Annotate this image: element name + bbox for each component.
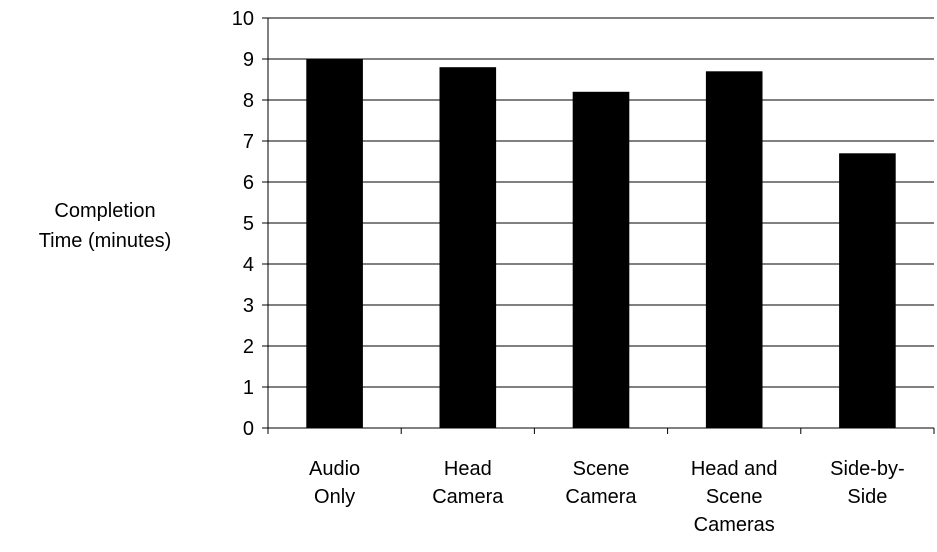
y-tick-label: 0: [243, 418, 254, 440]
y-tick-label: 10: [232, 8, 254, 30]
y-tick-label: 7: [243, 131, 254, 153]
bar: [839, 153, 896, 429]
bar: [572, 91, 630, 429]
y-tick-labels: 0 1 2 3 4 5 6 7 8 9 10: [232, 8, 254, 440]
x-tick-labels: Audio Only Head Camera Scene Camera Head and Sc…: [309, 458, 905, 536]
bars: [306, 59, 896, 429]
y-tick-label: 5: [243, 213, 254, 235]
y-tick-label: 4: [243, 254, 254, 276]
x-tick-label: Side-by-Side: [830, 458, 904, 508]
x-tick-label: Head and Scene Cameras: [691, 458, 778, 536]
y-tick-label: 1: [243, 377, 254, 399]
bar: [439, 67, 497, 428]
x-tick-label: Audio Only: [309, 458, 360, 508]
y-tick-label: 3: [243, 295, 254, 317]
x-tick-label: Head Camera: [432, 458, 504, 508]
y-tick-label: 8: [243, 90, 254, 112]
x-tick-label: Scene Camera: [565, 458, 637, 508]
bar: [705, 71, 763, 429]
y-tick-label: 6: [243, 172, 254, 194]
y-tick-label: 2: [243, 336, 254, 358]
axes: [262, 17, 935, 434]
y-tick-label: 9: [243, 49, 254, 71]
bar: [306, 59, 363, 428]
y-axis-title: Completion Time (minutes): [39, 200, 172, 252]
